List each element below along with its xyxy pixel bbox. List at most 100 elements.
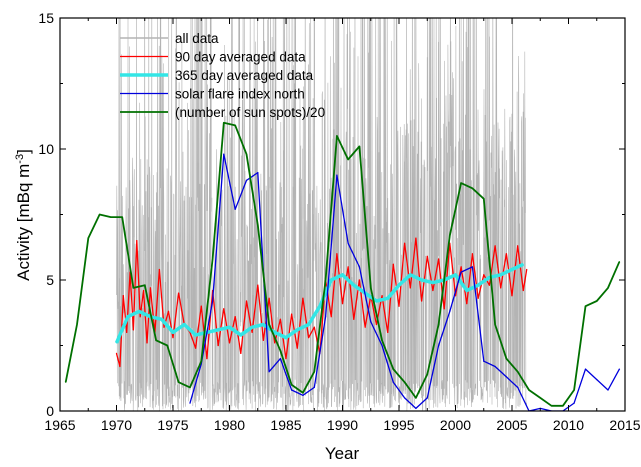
data-point — [562, 405, 564, 407]
legend-item: (number of sun spots)/20 — [120, 105, 325, 120]
data-point — [454, 295, 457, 297]
data-point — [228, 342, 231, 344]
x-tick-label: 2010 — [553, 417, 584, 433]
data-point — [415, 237, 417, 239]
series-all-data — [116, 18, 527, 411]
data-point — [584, 368, 587, 370]
data-point — [121, 216, 123, 218]
y-axis-title: Activity [mBq m-3] — [14, 149, 33, 281]
x-tick-label: 2000 — [440, 417, 471, 433]
data-point — [136, 240, 138, 242]
legend-item: 90 day averaged data — [120, 50, 306, 65]
data-point — [87, 237, 89, 239]
data-point — [195, 347, 197, 349]
data-point — [415, 407, 417, 409]
data-point — [341, 274, 344, 276]
data-point — [279, 358, 281, 360]
data-point — [517, 371, 519, 373]
data-point — [144, 284, 146, 286]
data-point — [466, 303, 468, 305]
data-point — [404, 397, 406, 399]
series-layer — [64, 121, 621, 411]
legend-label: 365 day averaged data — [175, 68, 314, 83]
data-point — [426, 373, 428, 375]
data-point — [110, 216, 112, 218]
data-point — [172, 331, 174, 333]
data-point — [398, 284, 400, 286]
data-point — [460, 271, 462, 273]
data-point — [500, 287, 502, 289]
data-point — [353, 318, 355, 320]
y-tick-label: 10 — [38, 141, 54, 157]
data-point — [381, 295, 383, 297]
data-point — [488, 284, 490, 286]
data-point — [426, 255, 428, 257]
data-point — [240, 352, 242, 354]
data-point — [245, 153, 248, 155]
data-point — [409, 287, 411, 289]
data-point — [618, 368, 621, 370]
data-point — [146, 342, 148, 344]
data-point — [206, 358, 208, 360]
data-point — [285, 337, 287, 339]
data-point — [126, 331, 128, 333]
data-point — [234, 208, 236, 210]
x-tick-label: 1970 — [101, 417, 132, 433]
data-point — [488, 276, 490, 278]
data-point — [573, 402, 575, 404]
data-point — [404, 381, 406, 383]
data-point — [212, 300, 214, 302]
data-point — [268, 371, 270, 373]
data-point — [268, 297, 270, 299]
data-point — [223, 308, 225, 310]
data-point — [511, 268, 513, 271]
data-point — [454, 274, 457, 276]
data-point — [370, 287, 372, 289]
all-data-line — [116, 18, 527, 411]
data-point — [115, 352, 118, 354]
data-point — [438, 344, 440, 347]
data-point — [505, 358, 507, 360]
data-point — [167, 310, 170, 312]
data-point — [421, 279, 423, 281]
data-point — [262, 323, 264, 326]
data-point — [119, 365, 121, 368]
data-point — [494, 365, 496, 368]
data-point — [415, 397, 417, 399]
data-point — [392, 263, 394, 265]
data-point — [178, 292, 180, 294]
data-point — [257, 284, 259, 286]
data-point — [325, 279, 327, 281]
data-point — [358, 145, 360, 147]
data-point — [358, 266, 360, 268]
data-point — [245, 300, 248, 302]
data-point — [262, 339, 264, 341]
data-point — [522, 289, 524, 292]
data-point — [528, 389, 530, 391]
data-point — [409, 274, 411, 276]
data-point — [460, 266, 462, 268]
data-point — [308, 323, 310, 326]
data-point — [228, 326, 231, 328]
data-point — [526, 268, 528, 271]
data-point — [127, 316, 129, 318]
data-point — [245, 179, 248, 181]
data-point — [438, 323, 440, 326]
data-point — [404, 242, 406, 244]
data-point — [279, 350, 281, 352]
data-point — [330, 316, 332, 318]
data-point — [313, 386, 315, 388]
data-point — [573, 389, 575, 391]
data-point — [161, 318, 163, 320]
data-point — [381, 344, 383, 347]
data-point — [251, 326, 253, 328]
data-point — [178, 381, 180, 383]
data-point — [313, 326, 315, 328]
x-axis-title: Year — [325, 444, 360, 463]
data-point — [477, 297, 479, 299]
data-point — [302, 392, 304, 394]
data-point — [477, 284, 479, 286]
data-point — [347, 242, 349, 244]
data-point — [302, 297, 304, 299]
